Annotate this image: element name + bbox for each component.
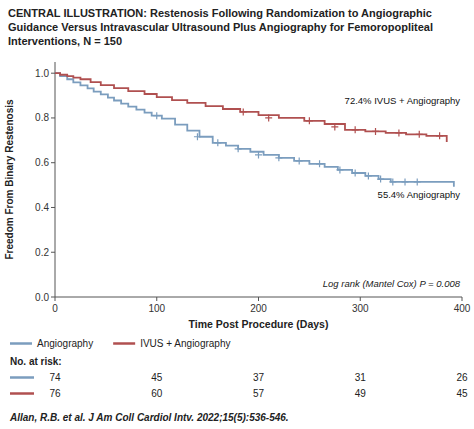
x-tick-label: 0: [52, 303, 58, 314]
x-axis-label: Time Post Procedure (Days): [189, 318, 329, 330]
at-risk-number: 74: [49, 372, 61, 383]
censor-mark: [414, 178, 421, 185]
y-tick-label: 0.6: [35, 157, 49, 168]
y-tick: [51, 252, 55, 253]
censor-mark: [235, 145, 242, 152]
censor-mark: [255, 151, 262, 158]
at-risk-swatch: [10, 392, 34, 395]
at-risk-number: 45: [151, 372, 163, 383]
at-risk-number: 57: [253, 388, 265, 399]
x-tick-label: 400: [454, 303, 471, 314]
censor-mark: [365, 172, 372, 179]
censor-mark: [153, 112, 160, 119]
at-risk-number: 60: [151, 388, 163, 399]
x-tick: [55, 297, 56, 301]
legend-swatch: [113, 342, 135, 345]
y-tick-label: 0.4: [35, 202, 49, 213]
x-tick-label: 300: [352, 303, 369, 314]
censor-mark: [352, 170, 359, 177]
curve-label: 55.4% Angiography: [378, 189, 461, 200]
censor-mark: [389, 178, 396, 185]
y-axis-label: Freedom From Binary Restenosis: [4, 99, 15, 259]
legend-swatch: [10, 342, 32, 345]
censor-mark: [372, 128, 379, 135]
at-risk-number: 26: [456, 372, 468, 383]
y-tick-label: 0.8: [35, 112, 49, 123]
legend-entry: IVUS + Angiography: [140, 338, 230, 349]
x-tick-label: 200: [250, 303, 267, 314]
censor-mark: [275, 154, 282, 161]
at-risk-number: 49: [355, 388, 367, 399]
at-risk-swatch: [10, 376, 34, 379]
plot-area: [55, 73, 454, 186]
x-tick: [462, 297, 463, 301]
km-curve: [55, 73, 447, 142]
y-tick: [51, 73, 55, 74]
censor-mark: [214, 139, 221, 146]
censor-mark: [416, 131, 423, 138]
y-axis-line: [55, 62, 56, 297]
censor-mark: [352, 126, 359, 133]
y-tick-label: 0.0: [35, 292, 49, 303]
y-tick: [51, 297, 55, 298]
y-tick-label: 0.2: [35, 247, 49, 258]
title: CENTRAL ILLUSTRATION:: [8, 7, 147, 19]
censor-mark: [331, 123, 338, 130]
legend-entry: Angiography: [37, 338, 93, 349]
x-tick: [156, 297, 157, 301]
x-tick: [258, 297, 259, 301]
censor-mark: [316, 160, 323, 167]
y-tick: [51, 162, 55, 163]
censor-mark: [240, 108, 247, 115]
censor-mark: [296, 157, 303, 164]
censor-mark: [265, 114, 272, 121]
y-tick: [51, 207, 55, 208]
y-tick-label: 1.0: [35, 68, 49, 79]
censor-mark: [306, 117, 313, 124]
at-risk-number: 31: [355, 372, 367, 383]
citation: Allan, R.B. et al. J Am Coll Cardiol Int…: [9, 412, 289, 423]
censor-mark: [377, 176, 384, 183]
chart: 0 100 200 300 400 0.0 0.2 0.4 0.6 0.8 1.0 Time Post…: [0, 54, 474, 429]
censor-mark: [402, 178, 409, 185]
y-tick: [51, 117, 55, 118]
censor-mark: [395, 129, 402, 136]
at-risk-number: 76: [49, 388, 61, 399]
at-risk-label: No. at risk:: [10, 356, 62, 367]
annotation: Log rank (Mantel Cox) P = 0.008: [323, 278, 461, 289]
curve-label: 72.4% IVUS + Angiography: [345, 95, 461, 106]
title-block: CENTRAL ILLUSTRATION: Restenosis Followi…: [8, 6, 466, 48]
x-tick: [360, 297, 361, 301]
censor-mark: [194, 133, 201, 140]
censor-mark: [436, 132, 443, 139]
km-curve: [55, 73, 454, 186]
x-tick-label: 100: [148, 303, 165, 314]
at-risk-number: 45: [456, 388, 468, 399]
censor-mark: [336, 166, 343, 173]
at-risk-number: 37: [253, 372, 265, 383]
